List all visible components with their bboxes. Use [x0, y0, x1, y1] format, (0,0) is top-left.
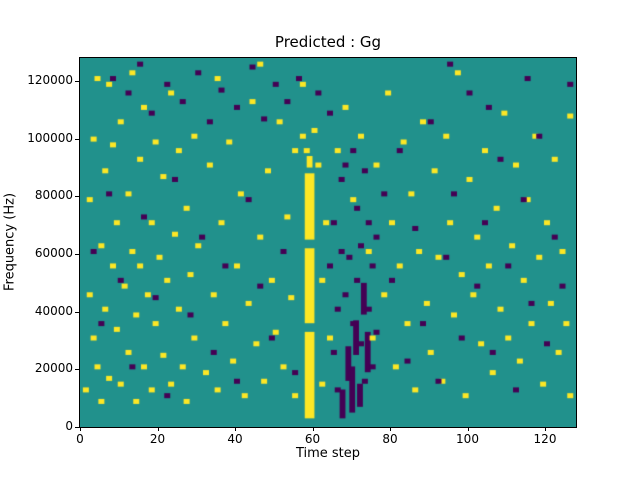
y-tick-label: 120000: [27, 73, 73, 88]
x-tick-mark: [467, 427, 469, 431]
y-tick-label: 100000: [27, 130, 73, 145]
y-tick-label: 80000: [34, 188, 73, 203]
chart-title: Predicted : Gg: [274, 33, 382, 51]
y-tick-label: 40000: [34, 303, 73, 318]
x-tick-mark: [80, 427, 81, 431]
x-tick-label: 60: [304, 432, 321, 446]
y-tick-mark: [75, 427, 79, 428]
y-axis-label: Frequency (Hz): [2, 192, 18, 292]
x-tick-label: 40: [227, 432, 243, 446]
heatmap-canvas: [80, 58, 576, 427]
x-tick-label: 0: [76, 432, 84, 446]
y-tick-mark: [75, 138, 79, 140]
x-tick-mark: [235, 427, 236, 431]
y-tick-label: 20000: [34, 361, 73, 376]
x-tick-mark: [390, 427, 391, 431]
x-tick-mark: [545, 427, 546, 431]
x-tick-label: 120: [533, 432, 557, 446]
x-tick-label: 80: [382, 432, 398, 446]
y-tick-label: 60000: [34, 246, 73, 261]
y-tick-mark: [75, 81, 79, 83]
y-tick-mark: [75, 254, 79, 256]
x-axis-label: Time step: [295, 446, 361, 461]
x-tick-label: 100: [456, 432, 479, 446]
y-tick-mark: [75, 196, 79, 198]
y-tick-mark: [75, 311, 79, 313]
x-tick-mark: [312, 427, 314, 431]
plot-area: [79, 57, 577, 428]
x-tick-mark: [157, 427, 159, 431]
y-tick-label: 0: [65, 419, 73, 433]
y-tick-mark: [75, 369, 79, 371]
x-tick-label: 20: [149, 432, 166, 446]
